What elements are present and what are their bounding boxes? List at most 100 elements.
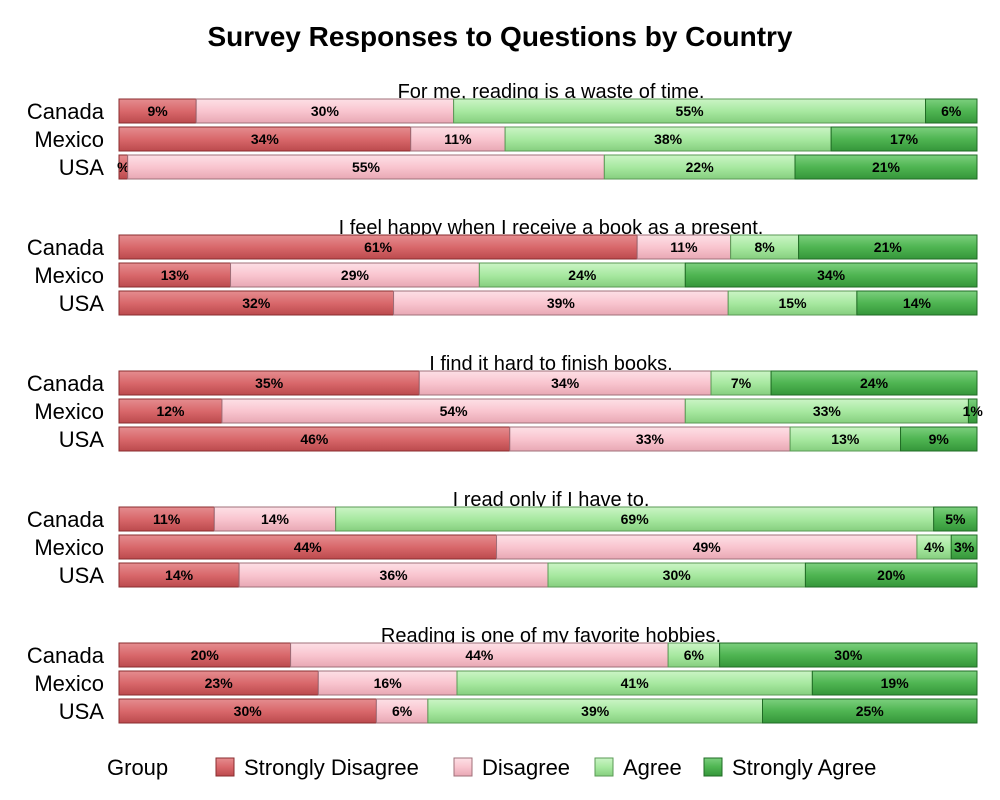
bar-segment-mexico-strongly-disagree <box>118 534 498 560</box>
legend-title: Group <box>107 755 168 780</box>
chart-title: Survey Responses to Questions by Country <box>207 21 792 52</box>
data-label: 22% <box>686 159 715 175</box>
data-label: 11% <box>153 511 181 527</box>
data-label: 23% <box>205 675 234 691</box>
data-label: 25% <box>856 703 885 719</box>
data-label: 13% <box>831 431 860 447</box>
legend-label: Agree <box>623 755 682 780</box>
data-label: 36% <box>380 567 409 583</box>
data-label: 24% <box>568 267 597 283</box>
bar-segment-usa-agree <box>427 698 763 724</box>
data-label: 14% <box>903 295 932 311</box>
data-label: 11% <box>444 131 472 147</box>
legend-swatch <box>453 757 473 777</box>
category-label: Mexico <box>34 399 104 424</box>
data-label: 55% <box>676 103 705 119</box>
panel-question: Reading is one of my favorite hobbies. <box>381 625 721 647</box>
bar-segment-canada-strongly-disagree <box>118 642 292 668</box>
bar-segment-usa-strongly-disagree <box>118 562 240 588</box>
panel-4: I read only if I have to. Canada 11% 14% 69%… <box>27 489 978 588</box>
legend-label: Disagree <box>482 755 570 780</box>
data-label: 35% <box>255 375 284 391</box>
data-label: 29% <box>341 267 370 283</box>
category-label: Mexico <box>34 671 104 696</box>
data-label: 20% <box>191 647 220 663</box>
legend-swatch <box>215 757 235 777</box>
bar-segment-usa-agree <box>727 290 858 316</box>
legend-item-agree: Agree <box>594 755 682 780</box>
legend: Group Strongly Disagree Disagree Agree Stron… <box>107 755 876 780</box>
data-label: 30% <box>311 103 340 119</box>
bar-segment-mexico-disagree <box>230 262 480 288</box>
data-label: 34% <box>551 375 580 391</box>
bar-segment-mexico-disagree <box>410 126 506 152</box>
data-label: 30% <box>663 567 692 583</box>
data-label: 39% <box>581 703 610 719</box>
bar-segment-usa-strongly-agree <box>856 290 978 316</box>
data-label: 34% <box>251 131 280 147</box>
data-label: 6% <box>392 703 413 719</box>
bar-segment-mexico-agree <box>504 126 832 152</box>
bar-segment-mexico-agree <box>916 534 952 560</box>
bar-segment-canada-strongly-agree <box>933 506 978 532</box>
panel-question: I feel happy when I receive a book as a … <box>339 217 764 239</box>
data-label: 30% <box>834 647 863 663</box>
category-label: Mexico <box>34 127 104 152</box>
bar-segment-usa-disagree <box>238 562 549 588</box>
category-label: Canada <box>27 507 105 532</box>
data-label: 34% <box>817 267 846 283</box>
bar-segment-canada-strongly-disagree <box>118 370 420 396</box>
category-label: Canada <box>27 371 105 396</box>
legend-swatch <box>594 757 614 777</box>
data-label: 11% <box>670 239 698 255</box>
data-label: 17% <box>890 131 919 147</box>
bar-segment-usa-strongly-disagree <box>118 290 395 316</box>
data-label: 5% <box>945 511 966 527</box>
panel-question: I find it hard to finish books. <box>429 353 672 375</box>
legend-item-strongly-agree: Strongly Agree <box>703 755 876 780</box>
data-label: 44% <box>465 647 494 663</box>
bar-segment-usa-disagree <box>393 290 729 316</box>
data-label: 38% <box>654 131 683 147</box>
data-label: 41% <box>621 675 650 691</box>
bar-segment-mexico-strongly-agree <box>830 126 978 152</box>
bar-segment-mexico-strongly-disagree <box>118 126 412 152</box>
bar-segment-canada-disagree <box>195 98 455 124</box>
data-label: 21% <box>874 239 903 255</box>
data-label: 61% <box>364 239 393 255</box>
bar-segment-mexico-strongly-agree <box>967 398 978 424</box>
data-label: 49% <box>693 539 722 555</box>
data-label: 12% <box>156 403 185 419</box>
category-label: Mexico <box>34 535 104 560</box>
category-label: USA <box>59 427 105 452</box>
data-label: 3% <box>954 539 975 555</box>
data-label: 16% <box>374 675 403 691</box>
bar-segment-usa-strongly-agree <box>804 562 978 588</box>
bar-segment-canada-agree <box>730 234 800 260</box>
panels: For me, reading is a waste of time. Canad… <box>27 81 983 724</box>
bar-segment-mexico-agree <box>684 398 969 424</box>
data-label: 33% <box>813 403 842 419</box>
data-label: 46% <box>300 431 329 447</box>
data-label: 7% <box>731 375 752 391</box>
bar-segment-canada-strongly-agree <box>798 234 978 260</box>
bar-segment-usa-strongly-agree <box>900 426 978 452</box>
category-label: Canada <box>27 643 105 668</box>
bar-segment-canada-disagree <box>418 370 712 396</box>
category-label: Mexico <box>34 263 104 288</box>
data-label: 30% <box>234 703 263 719</box>
data-label: 6% <box>684 647 705 663</box>
bar-segment-mexico-strongly-disagree <box>118 398 223 424</box>
legend-item-disagree: Disagree <box>453 755 570 780</box>
data-label: 54% <box>440 403 469 419</box>
legend-label: Strongly Disagree <box>244 755 419 780</box>
data-label: 44% <box>294 539 323 555</box>
bar-segment-usa-disagree <box>375 698 429 724</box>
legend-item-strongly-disagree: Strongly Disagree <box>215 755 419 780</box>
category-label: USA <box>59 155 105 180</box>
data-label: 1% <box>963 403 984 419</box>
panel-question: For me, reading is a waste of time. <box>398 81 705 103</box>
data-label: 9% <box>929 431 950 447</box>
category-label: USA <box>59 291 105 316</box>
